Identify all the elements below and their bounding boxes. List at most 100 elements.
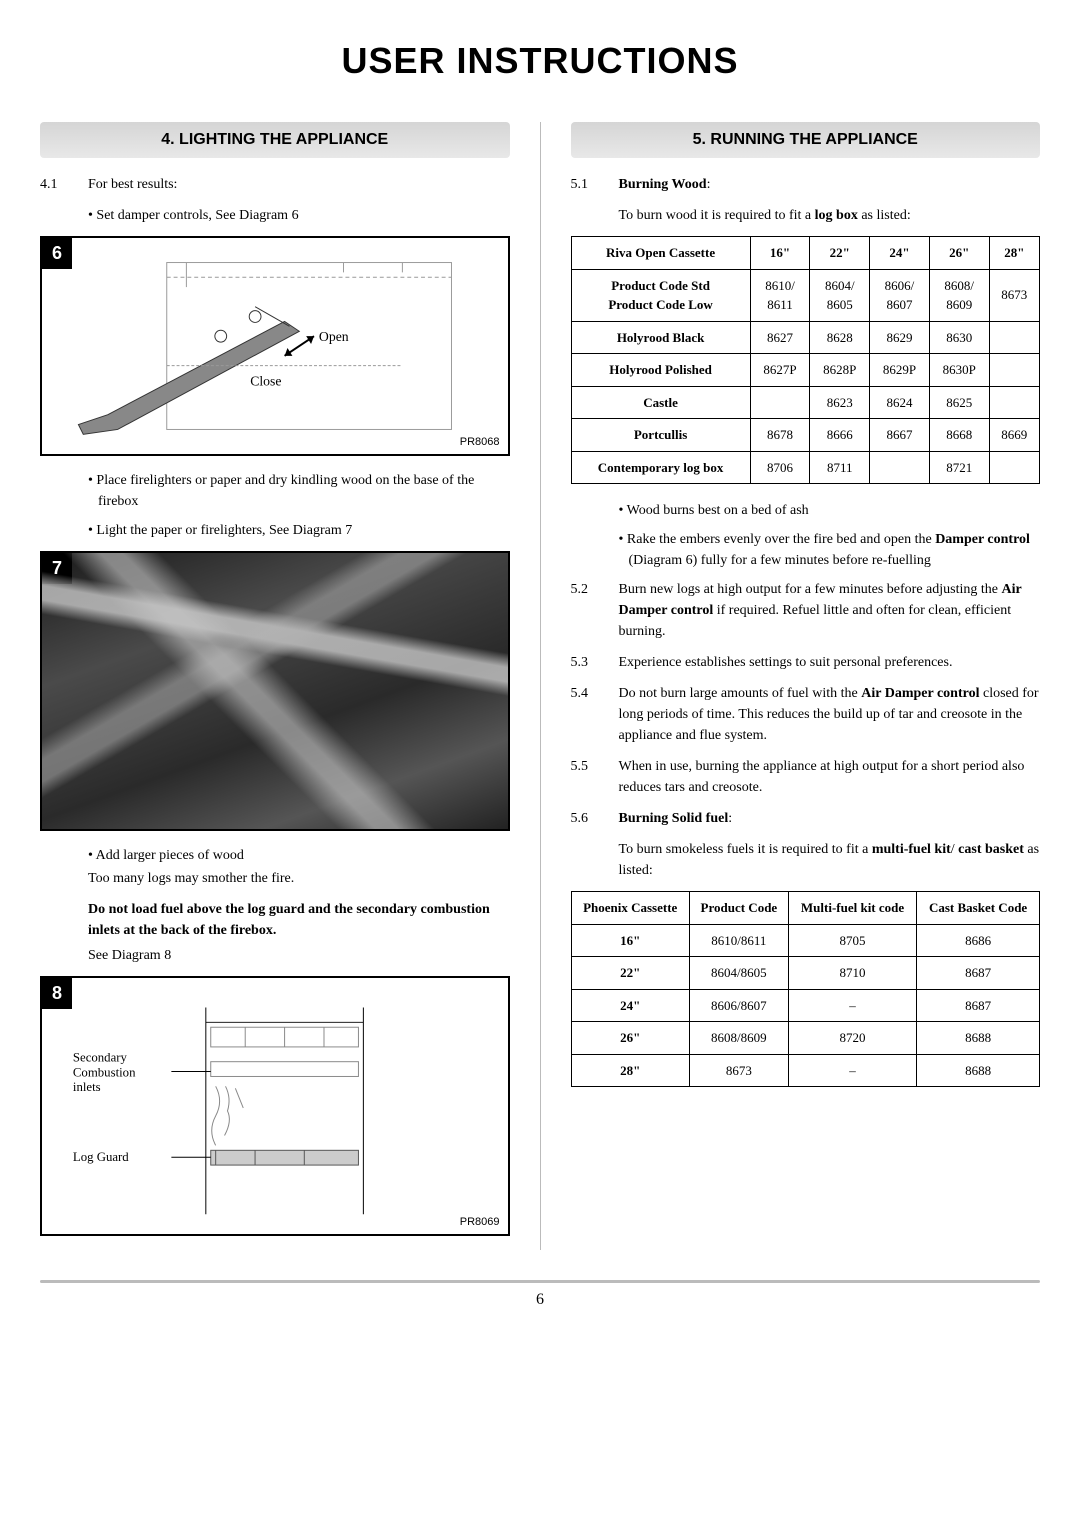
diagram-7: 7 (40, 551, 510, 831)
table-cell: – (788, 1054, 916, 1087)
table-cell: 8610/8611 (750, 269, 810, 321)
table-cell: 8629 (870, 321, 930, 354)
table-cell: 8625 (929, 386, 989, 419)
table-cell: Contemporary log box (571, 451, 750, 484)
item-number: 4.1 (40, 174, 68, 195)
table-row: Portcullis86788666866786688669 (571, 419, 1040, 452)
diagram-6-ref: PR8068 (460, 434, 500, 451)
diagram-6-label: 6 (42, 238, 72, 269)
fuel-warning: Do not load fuel above the log guard and… (88, 899, 510, 941)
table-header: 16" (750, 237, 810, 270)
page-number: 6 (40, 1291, 1040, 1309)
table-cell: 8687 (917, 989, 1040, 1022)
table-cell: 8668 (929, 419, 989, 452)
diagram-6-svg: Open Close (42, 238, 508, 454)
table-cell: 8604/8605 (810, 269, 870, 321)
table-cell: 8721 (929, 451, 989, 484)
log-box-table: Riva Open Cassette16"22"24"26"28" Produc… (571, 236, 1041, 484)
table-cell: 8608/8609 (689, 1022, 788, 1055)
bullet-rake-embers: Rake the embers evenly over the fire bed… (619, 529, 1041, 571)
table-cell: 8624 (870, 386, 930, 419)
table-cell: 8627P (750, 354, 810, 387)
item-number: 5.3 (571, 652, 599, 673)
table-cell (870, 451, 930, 484)
table-header: Cast Basket Code (917, 892, 1040, 925)
section-5-heading: 5. RUNNING THE APPLIANCE (571, 122, 1041, 158)
table-cell: 8667 (870, 419, 930, 452)
table-cell (989, 451, 1039, 484)
table-cell: 8711 (810, 451, 870, 484)
section-4-heading: 4. LIGHTING THE APPLIANCE (40, 122, 510, 158)
table-row: 24"8606/8607–8687 (571, 989, 1040, 1022)
item-number: 5.4 (571, 683, 599, 746)
smother-note: Too many logs may smother the fire. (88, 868, 510, 889)
table-cell: Product Code StdProduct Code Low (571, 269, 750, 321)
bullet-damper: Set damper controls, See Diagram 6 (88, 205, 510, 226)
table-cell: 8688 (917, 1054, 1040, 1087)
table-cell: 8630 (929, 321, 989, 354)
table-cell: 8687 (917, 957, 1040, 990)
table-row: Holyrood Polished8627P8628P8629P8630P (571, 354, 1040, 387)
table-cell: 8623 (810, 386, 870, 419)
page-title: USER INSTRUCTIONS (40, 40, 1040, 82)
table-cell: 8628 (810, 321, 870, 354)
item-text: Do not burn large amounts of fuel with t… (619, 683, 1041, 746)
item-text: Burn new logs at high output for a few m… (619, 579, 1041, 642)
item-number: 5.5 (571, 756, 599, 798)
diagram-8-log-guard: Log Guard (73, 1150, 129, 1164)
table-cell: 8688 (917, 1022, 1040, 1055)
table-header: 26" (929, 237, 989, 270)
table-cell: 8673 (689, 1054, 788, 1087)
item-number: 5.6 (571, 808, 599, 829)
bullet-firelighters: Place firelighters or paper and dry kind… (88, 470, 510, 512)
two-column-layout: 4. LIGHTING THE APPLIANCE 4.1 For best r… (40, 122, 1040, 1250)
table-cell (989, 386, 1039, 419)
table-row: Holyrood Black8627862886298630 (571, 321, 1040, 354)
item-text: For best results: (88, 174, 510, 195)
item-5-5: 5.5 When in use, burning the appliance a… (571, 756, 1041, 798)
table-cell: 16" (571, 924, 689, 957)
item-text: When in use, burning the appliance at hi… (619, 756, 1041, 798)
table-row: Contemporary log box87068711 8721 (571, 451, 1040, 484)
item-4-1: 4.1 For best results: (40, 174, 510, 195)
item-text: Experience establishes settings to suit … (619, 652, 1041, 673)
table-header: Product Code (689, 892, 788, 925)
table-cell (989, 354, 1039, 387)
column-divider (540, 122, 541, 1250)
diagram-8-label: 8 (42, 978, 72, 1009)
item-5-6: 5.6 Burning Solid fuel: (571, 808, 1041, 829)
table-cell: 8604/8605 (689, 957, 788, 990)
table-row: 28"8673–8688 (571, 1054, 1040, 1087)
table-cell: 8706 (750, 451, 810, 484)
diagram-7-label: 7 (42, 553, 72, 584)
table-cell: 8610/8611 (689, 924, 788, 957)
item-5-1: 5.1 Burning Wood: (571, 174, 1041, 195)
table-cell: 8673 (989, 269, 1039, 321)
log-box-intro: To burn wood it is required to fit a log… (619, 205, 1041, 226)
table-cell: 8606/8607 (870, 269, 930, 321)
table-cell: 8628P (810, 354, 870, 387)
item-number: 5.1 (571, 174, 599, 195)
table-cell (750, 386, 810, 419)
table-header: 28" (989, 237, 1039, 270)
item-5-2: 5.2 Burn new logs at high output for a f… (571, 579, 1041, 642)
diagram-6-open-label: Open (319, 329, 349, 344)
diagram-6-close-label: Close (250, 373, 281, 388)
table-cell: Portcullis (571, 419, 750, 452)
table-row: 22"8604/860587108687 (571, 957, 1040, 990)
table-cell: Holyrood Polished (571, 354, 750, 387)
table-cell: 8608/8609 (929, 269, 989, 321)
table-row: 26"8608/860987208688 (571, 1022, 1040, 1055)
diagram-6: 6 Open Close PR8068 (40, 236, 510, 456)
table-row: Product Code StdProduct Code Low8610/861… (571, 269, 1040, 321)
item-text: Burning Wood: (619, 174, 1041, 195)
table-cell: 8678 (750, 419, 810, 452)
table-cell: 8720 (788, 1022, 916, 1055)
see-diagram-8: See Diagram 8 (88, 945, 510, 966)
bullet-ash-bed: Wood burns best on a bed of ash (619, 500, 1041, 521)
table-cell: 8669 (989, 419, 1039, 452)
table-cell: 8627 (750, 321, 810, 354)
table-cell: – (788, 989, 916, 1022)
table-cell: 22" (571, 957, 689, 990)
bullet-larger-wood: Add larger pieces of wood (88, 845, 510, 866)
